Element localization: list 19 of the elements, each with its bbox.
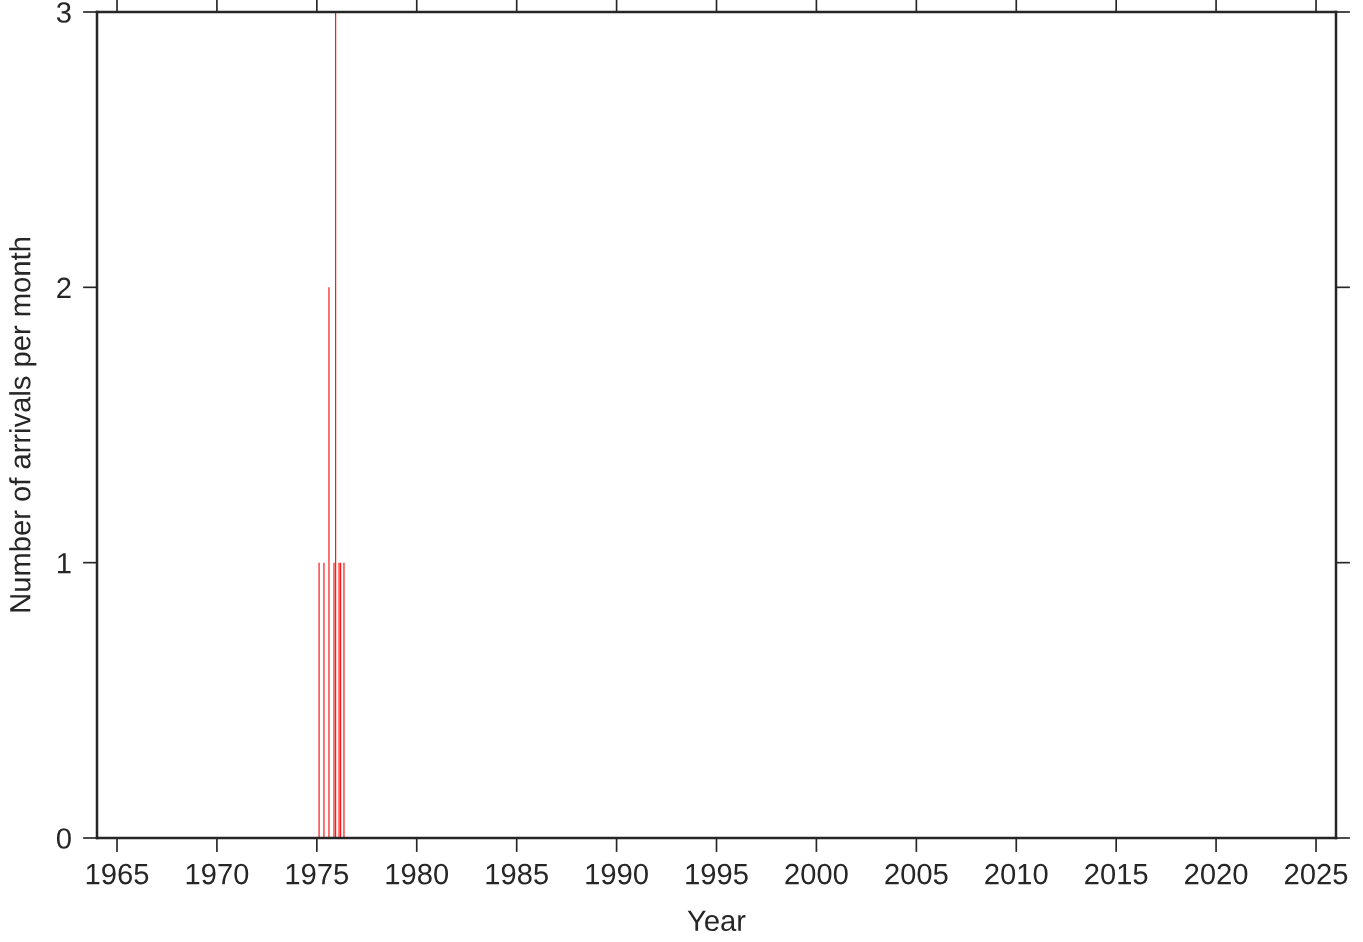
x-tick-label: 1980 <box>386 863 449 885</box>
y-tick-label: 2 <box>57 277 71 298</box>
y-tick-label: 0 <box>56 828 71 849</box>
x-tick-label: 1965 <box>86 863 149 885</box>
x-tick-label: 1985 <box>486 863 548 885</box>
x-tick-label: 1975 <box>286 863 349 885</box>
x-tick-label: 1970 <box>186 863 249 885</box>
x-tick-label: 1995 <box>686 863 748 885</box>
y-tick-label: 1 <box>58 553 71 574</box>
x-tick-label: 2025 <box>1285 863 1348 885</box>
x-tick-label: 2000 <box>785 863 848 885</box>
x-tick-label: 2005 <box>885 863 948 885</box>
x-tick-label: 2010 <box>985 863 1048 885</box>
y-tick-label: 3 <box>56 2 71 23</box>
x-tick-label: 2020 <box>1185 863 1248 885</box>
x-axis-title: Year <box>687 910 746 932</box>
y-axis-title: Number of arrivals per month <box>9 238 37 612</box>
x-tick-label: 1990 <box>586 863 648 885</box>
x-tick-label: 2015 <box>1085 863 1148 885</box>
